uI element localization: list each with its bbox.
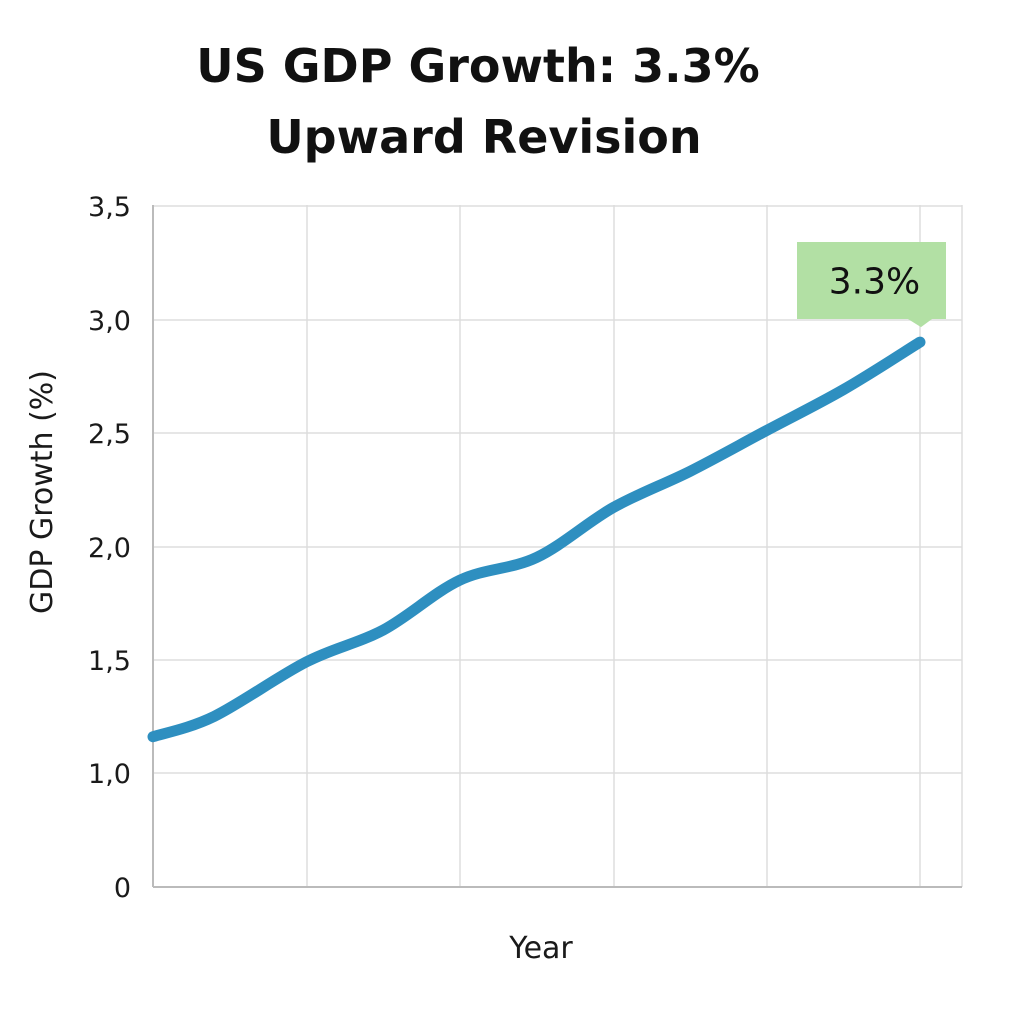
y-tick-label: 0	[114, 873, 131, 904]
y-axis-ticks: 0 1,0 1,5 2,0 2,5 3,0 3,5	[88, 192, 131, 904]
chart-title-line-1: US GDP Growth: 3.3%	[196, 39, 759, 93]
callout: 3.3%	[797, 242, 946, 328]
x-axis-label: Year	[508, 931, 573, 966]
y-tick-label: 2,0	[88, 533, 131, 564]
series-layer	[147, 336, 926, 743]
axis-layer	[152, 205, 962, 888]
y-axis-label: GDP Growth (%)	[25, 370, 60, 614]
callout-pointer	[908, 319, 932, 328]
callout-label: 3.3%	[829, 262, 920, 303]
y-tick-label: 2,5	[88, 419, 131, 450]
y-tick-label: 3,0	[88, 306, 131, 337]
y-tick-label: 1,5	[88, 646, 131, 677]
series-line	[147, 336, 926, 743]
chart-title: US GDP Growth: 3.3% Upward Revision	[196, 39, 759, 164]
callout-box	[797, 242, 946, 319]
y-tick-label: 3,5	[88, 192, 131, 223]
chart-title-line-2: Upward Revision	[266, 110, 701, 164]
y-tick-label: 1,0	[88, 759, 131, 790]
